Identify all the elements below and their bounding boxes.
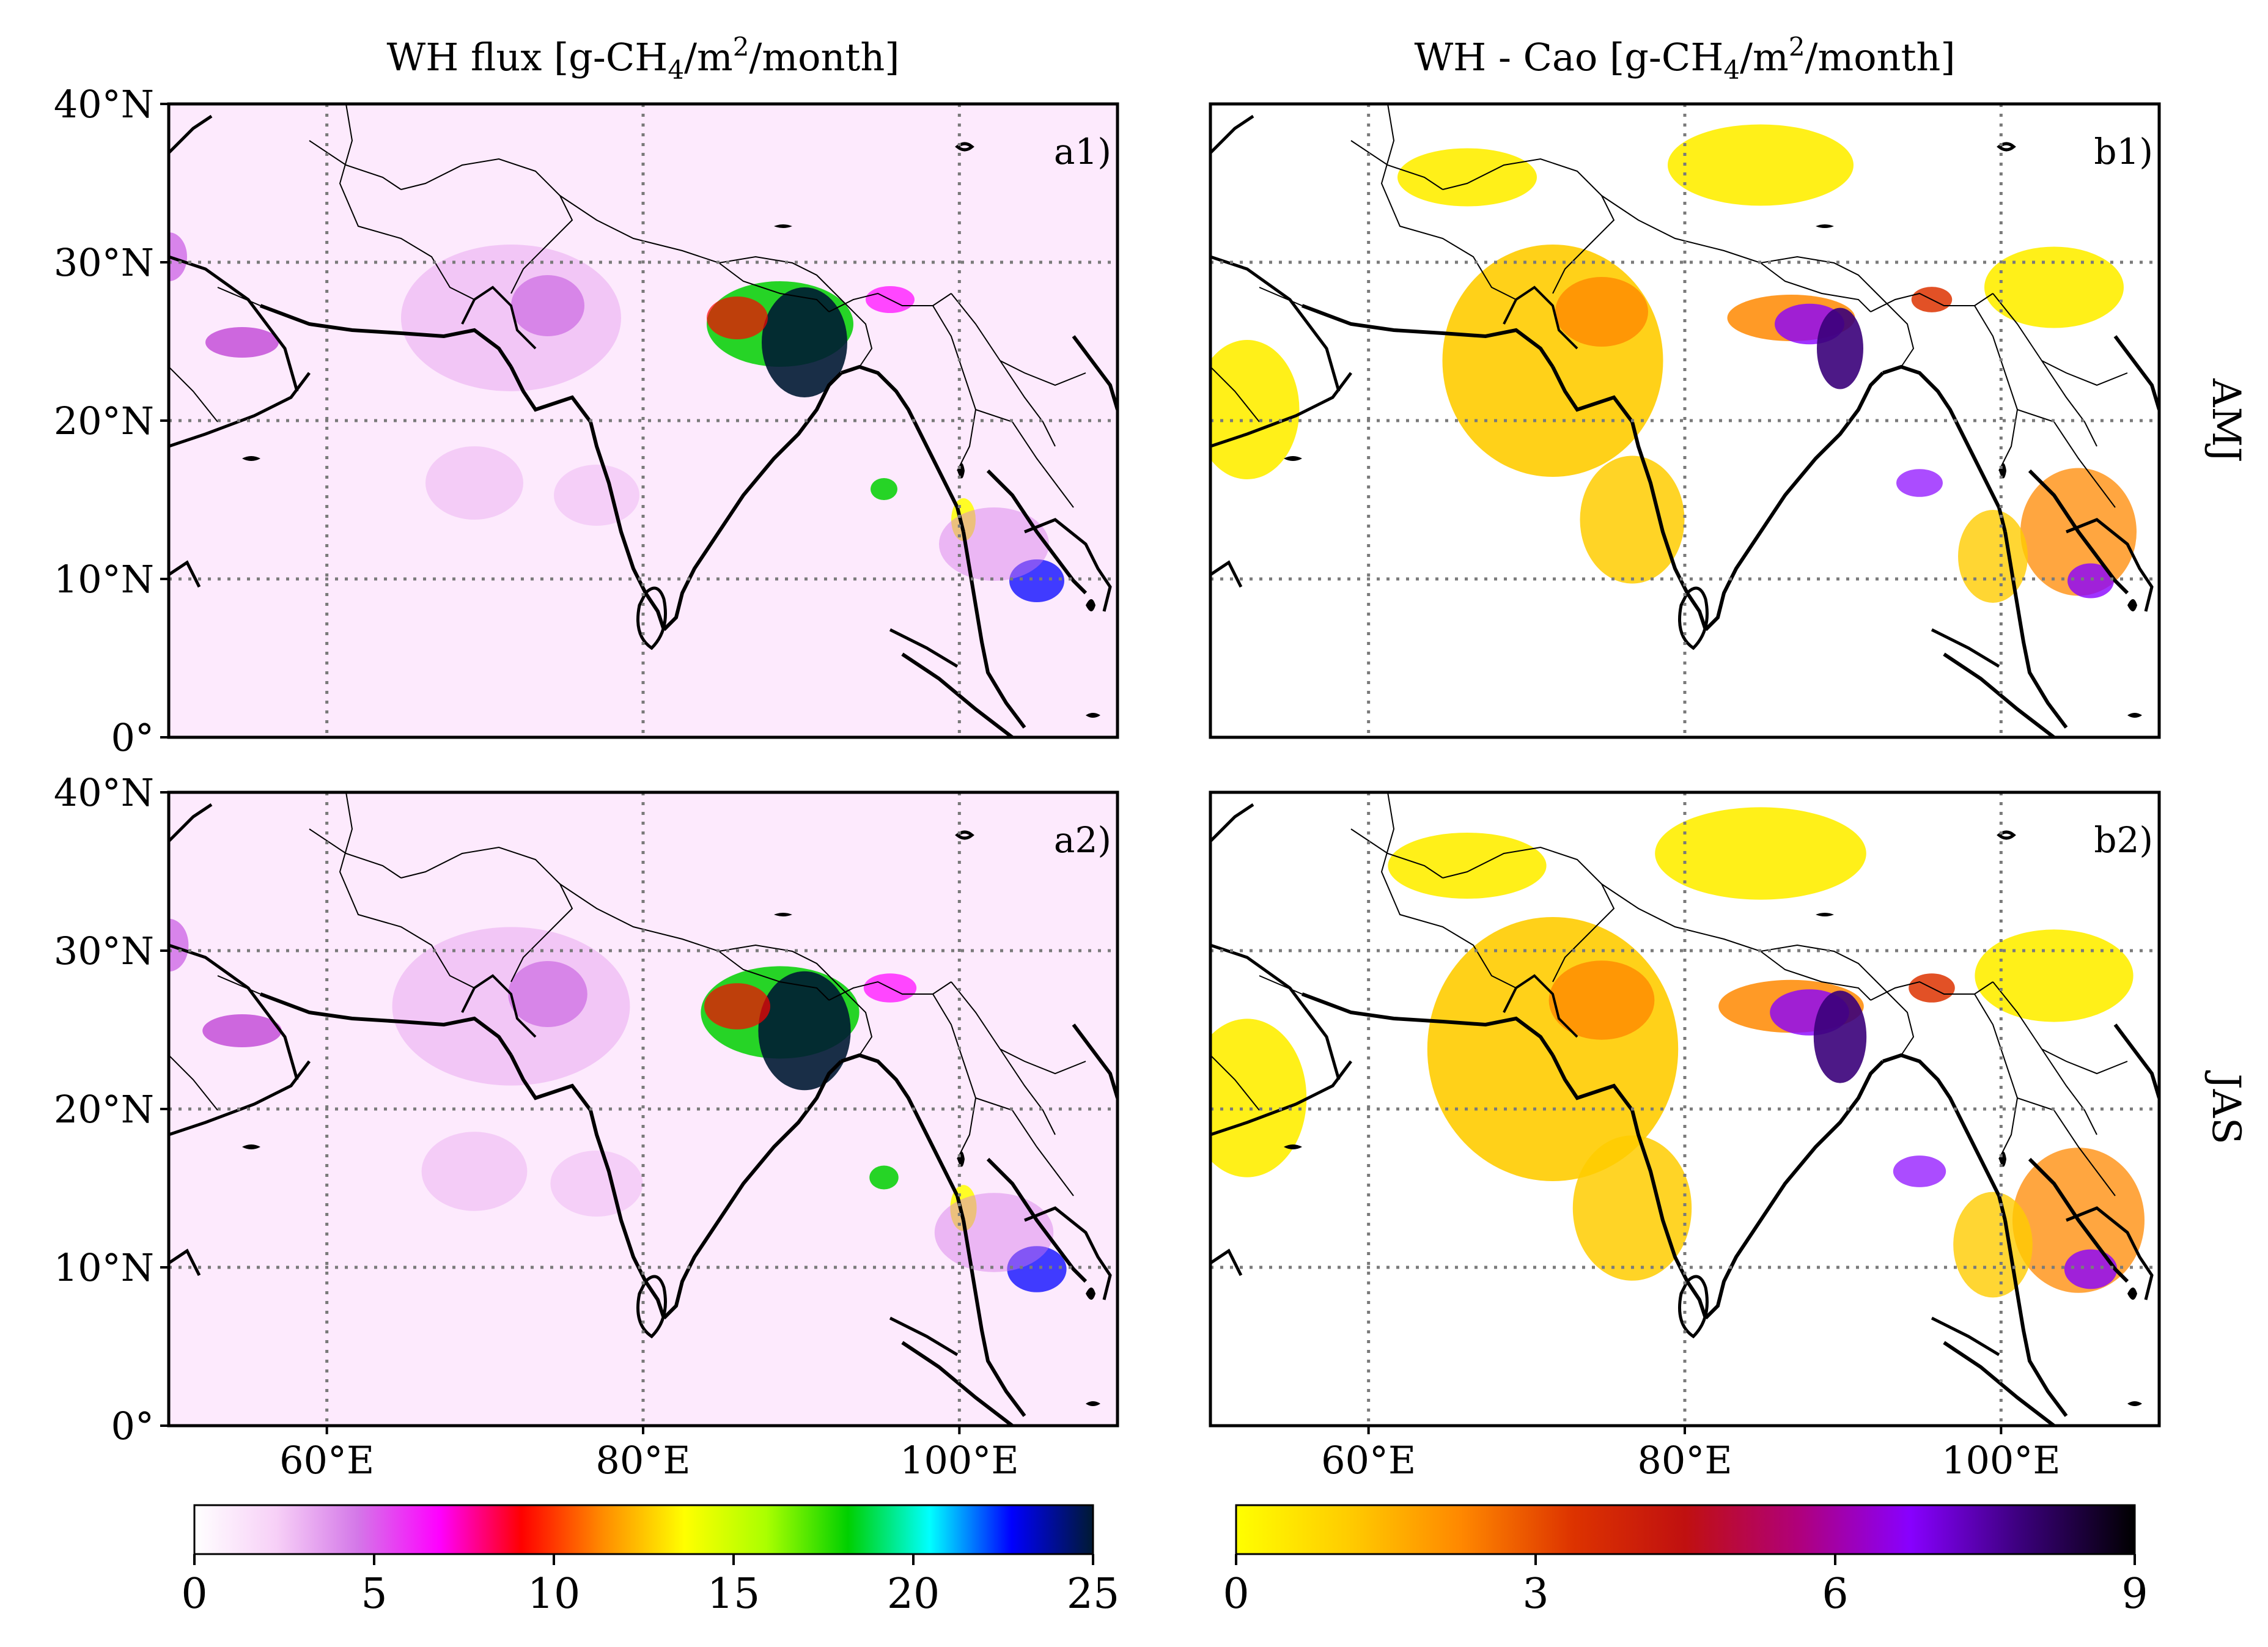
emission-hotspot: [1958, 510, 2028, 603]
emission-hotspot: [169, 232, 187, 281]
emission-hotspot: [1896, 469, 1943, 497]
emission-hotspot: [758, 971, 851, 1091]
emission-hotspot: [205, 327, 279, 358]
emission-hotspot: [1555, 277, 1648, 347]
emission-hotspot: [1580, 455, 1685, 584]
emission-hotspot: [1007, 1246, 1067, 1292]
latitude-tick-label: 40°N: [54, 82, 154, 127]
longitude-tick-label: 100°E: [900, 1438, 1019, 1483]
colorbar-tick-label: 0: [1223, 1570, 1249, 1618]
emission-hotspot: [1210, 1019, 1307, 1177]
emission-hotspot: [1893, 1155, 1946, 1187]
emission-hotspot: [762, 287, 847, 397]
emission-hotspot: [1009, 559, 1064, 602]
latitude-tick-label: 40°N: [54, 770, 154, 815]
latitude-tick-label: 0°: [111, 1404, 154, 1448]
row-label-amj: AMJ: [2203, 378, 2248, 462]
colorbar-tick-label: 25: [1067, 1570, 1120, 1618]
latitude-tick-label: 0°: [111, 715, 154, 760]
emission-hotspot: [1817, 308, 1863, 389]
emission-hotspot: [869, 1165, 899, 1190]
colorbar-tick-label: 0: [181, 1570, 207, 1618]
emission-hotspot: [2064, 1249, 2118, 1289]
latitude-tick-label: 20°N: [54, 1087, 154, 1132]
latitude-tick-label: 30°N: [54, 929, 154, 973]
latitude-ticks-top: 40°N 30°N 20°N 10°N 0°: [54, 82, 169, 760]
emission-hotspot: [1813, 990, 1867, 1083]
longitude-ticks-left: 60°E 80°E 100°E: [279, 1426, 1019, 1483]
emission-hotspot: [169, 918, 189, 972]
colorbar-tick-label: 15: [707, 1570, 760, 1618]
longitude-tick-label: 80°E: [595, 1438, 690, 1483]
colorbar-tick-label: 3: [1522, 1570, 1548, 1618]
colorbar-diff: [1235, 1504, 2136, 1555]
emission-hotspot: [1388, 833, 1547, 899]
emission-hotspot: [1548, 960, 1655, 1040]
colorbar-diff-ticks: 0 3 6 9: [1223, 1554, 2148, 1618]
emission-hotspot: [1984, 246, 2124, 328]
map-panel-b1: [1209, 102, 2161, 739]
map-panel-a2: [167, 790, 1119, 1428]
longitude-ticks-right: 60°E 80°E 100°E: [1321, 1426, 2061, 1483]
left-column-title: WH flux [g-CH4/m2/month]: [387, 32, 900, 85]
emission-hotspot: [934, 1193, 1054, 1272]
panel-label-b1: b1): [2094, 131, 2153, 172]
map-panel-b2: [1209, 790, 2161, 1428]
longitude-tick-label: 80°E: [1637, 1438, 1732, 1483]
emission-hotspot: [421, 1132, 528, 1211]
emission-hotspot: [425, 446, 523, 520]
colorbar-tick-label: 9: [2121, 1570, 2148, 1618]
emission-hotspot: [1975, 929, 2134, 1022]
emission-hotspot: [871, 478, 897, 500]
emission-hotspot: [704, 983, 770, 1030]
colorbar-flux-ticks: 0 5 10 15 20 25: [181, 1554, 1119, 1618]
latitude-tick-label: 10°N: [54, 557, 154, 602]
emission-hotspot: [1668, 124, 1854, 206]
emission-hotspot: [707, 297, 768, 339]
colorbar-tick-label: 5: [361, 1570, 387, 1618]
panel-label-a1: a1): [1054, 131, 1111, 172]
row-label-jas: JAS: [2203, 1070, 2248, 1144]
emission-hotspot: [2067, 563, 2114, 599]
emission-hotspot: [1655, 807, 1866, 900]
emission-hotspot: [1953, 1192, 2033, 1298]
latitude-ticks-bottom: 40°N 30°N 20°N 10°N 0°: [54, 770, 169, 1448]
emission-hotspot: [202, 1014, 282, 1047]
longitude-tick-label: 60°E: [1321, 1438, 1416, 1483]
emission-hotspot: [1397, 148, 1537, 207]
map-frame: [1209, 102, 2161, 739]
colorbar-tick-label: 10: [528, 1570, 581, 1618]
map-panel-a1: [167, 102, 1119, 739]
emission-hotspot: [508, 961, 587, 1027]
emission-hotspot: [1210, 340, 1300, 479]
latitude-tick-label: 10°N: [54, 1245, 154, 1290]
colorbar-flux: [193, 1504, 1094, 1555]
emission-hotspot: [554, 465, 639, 526]
latitude-tick-label: 20°N: [54, 399, 154, 443]
colorbar-tick-label: 6: [1822, 1570, 1848, 1618]
latitude-tick-label: 30°N: [54, 240, 154, 285]
right-column-title: WH - Cao [g-CH4/m2/month]: [1414, 32, 1955, 85]
emission-hotspot: [511, 275, 584, 336]
emission-hotspot: [1572, 1135, 1692, 1281]
colorbar-tick-label: 20: [887, 1570, 940, 1618]
panel-label-b2: b2): [2094, 819, 2153, 861]
emission-hotspot: [550, 1151, 643, 1217]
longitude-tick-label: 100°E: [1942, 1438, 2061, 1483]
emission-hotspot: [939, 507, 1049, 581]
longitude-tick-label: 60°E: [279, 1438, 374, 1483]
emission-hotspot: [1442, 245, 1663, 477]
panel-label-a2: a2): [1054, 819, 1111, 861]
